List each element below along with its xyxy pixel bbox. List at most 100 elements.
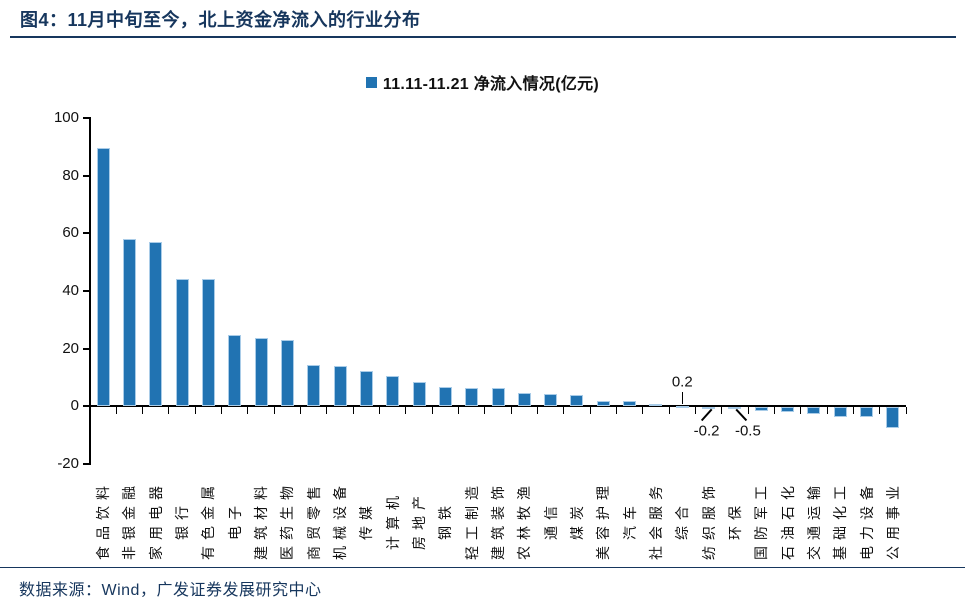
chart-legend: 11.11-11.21 净流入情况(亿元) [0, 70, 965, 94]
bar [623, 401, 637, 407]
x-category-label: 石油石化 [779, 480, 796, 560]
x-category-label: 家用电器 [147, 480, 164, 560]
x-axis-tick [115, 407, 117, 415]
x-category-label: 环保 [726, 500, 743, 540]
y-axis-tick [83, 117, 90, 119]
bar [807, 407, 821, 415]
y-axis-tick [83, 347, 90, 350]
x-category-label: 汽车 [621, 500, 638, 540]
bar [886, 407, 900, 429]
y-axis-tick [83, 290, 90, 292]
y-axis-tick [83, 405, 90, 408]
y-axis-label: 0 [70, 397, 79, 415]
bar [254, 337, 268, 407]
x-category-label: 纺织服饰 [700, 480, 717, 560]
x-category-label: 钢铁 [437, 500, 454, 540]
x-category-label: 非银金融 [121, 480, 138, 560]
x-category-label: 农林牧渔 [516, 480, 533, 560]
bar [201, 279, 215, 407]
bar [438, 386, 452, 407]
x-category-label: 社会服务 [647, 480, 664, 560]
x-category-label: 轻工制造 [463, 480, 480, 560]
x-axis-tick [747, 407, 749, 415]
x-axis-tick [247, 407, 249, 415]
x-category-label: 交通运输 [805, 480, 822, 560]
x-axis-tick [563, 407, 565, 415]
y-axis-label: -20 [57, 455, 79, 472]
x-axis-tick [800, 407, 802, 415]
footer-divider [0, 567, 965, 568]
x-axis-tick [458, 407, 460, 415]
bar [280, 340, 294, 407]
bar [649, 404, 663, 407]
bar [149, 241, 163, 407]
x-category-label: 建筑装饰 [490, 480, 506, 560]
y-axis-label: 60 [62, 224, 79, 242]
bar-value-label: -0.2 [693, 422, 720, 440]
bar [570, 394, 584, 407]
x-axis-tick [510, 407, 512, 415]
y-axis-tick [83, 232, 90, 235]
bar [228, 334, 242, 407]
x-axis-tick [589, 407, 591, 415]
bar [728, 407, 742, 410]
x-category-label: 计算机 [384, 490, 401, 550]
x-axis-tick [326, 407, 328, 415]
bar [175, 278, 189, 407]
x-category-label: 食品饮料 [95, 480, 112, 560]
bar [333, 365, 347, 407]
x-axis-tick [642, 407, 644, 415]
data-source: 数据来源：Wind，广发证券发展研究中心 [19, 582, 322, 599]
annotation-leader-line [735, 409, 748, 422]
x-category-label: 煤炭 [568, 500, 585, 540]
x-category-label: 商贸零售 [305, 480, 322, 560]
x-category-label: 医药生物 [279, 480, 296, 560]
x-axis-tick [905, 407, 907, 415]
bar [465, 387, 479, 407]
y-axis-label: 20 [62, 339, 79, 357]
x-axis-tick [536, 407, 538, 415]
bar [833, 407, 847, 417]
figure-title: 图4：11月中旬至今，北上资金净流入的行业分布 [20, 10, 421, 30]
x-axis-tick [615, 407, 617, 415]
x-category-label: 银行 [174, 500, 191, 540]
y-axis-label: 40 [62, 282, 79, 299]
x-category-label: 房地产 [411, 490, 428, 550]
x-axis-tick [431, 407, 433, 415]
bar [359, 371, 373, 407]
x-category-label: 机械设备 [332, 480, 349, 560]
x-axis-tick [300, 407, 302, 415]
x-axis-tick [694, 407, 696, 415]
x-axis-tick [773, 407, 775, 415]
x-axis-tick [352, 407, 354, 415]
x-category-label: 有色金属 [200, 480, 217, 560]
x-category-label: 美容护理 [595, 480, 612, 560]
x-category-label: 公用事业 [884, 480, 901, 560]
y-axis [89, 117, 91, 465]
x-axis-tick [379, 407, 381, 415]
x-axis-tick [142, 407, 144, 415]
x-category-label: 国防军工 [753, 480, 770, 560]
x-axis-tick [879, 407, 881, 415]
y-axis-tick [83, 463, 90, 465]
x-category-label: 综合 [674, 500, 691, 540]
bar-value-label: 0.2 [671, 373, 693, 391]
bar [544, 393, 558, 407]
y-axis-label: 80 [62, 166, 79, 184]
bar [386, 376, 400, 407]
annotation-leader-line [681, 392, 684, 405]
x-axis [89, 405, 906, 408]
bar [307, 365, 321, 407]
x-axis-tick [668, 407, 670, 415]
x-axis-tick [405, 407, 407, 415]
x-category-label: 传媒 [358, 500, 375, 540]
title-divider [10, 36, 956, 38]
x-axis-tick [194, 407, 196, 415]
x-axis-tick [273, 407, 275, 415]
x-axis-tick [826, 407, 828, 415]
x-axis-tick [168, 407, 170, 415]
bar [754, 407, 768, 411]
bar [860, 407, 874, 418]
bar [702, 407, 716, 410]
